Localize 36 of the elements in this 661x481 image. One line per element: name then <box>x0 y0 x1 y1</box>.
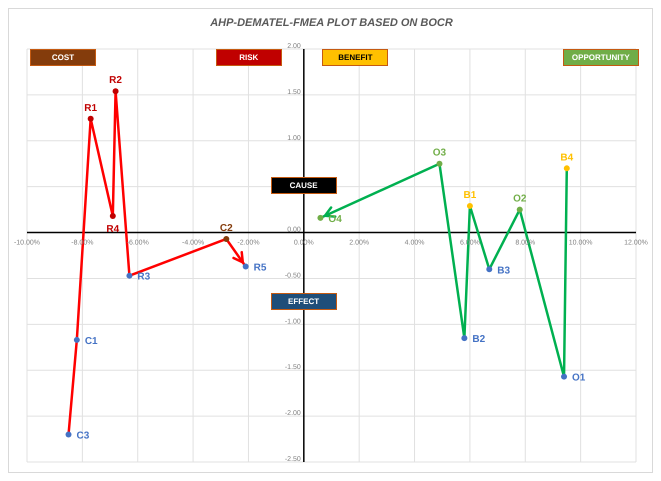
point <box>126 272 132 279</box>
point <box>223 236 230 242</box>
point <box>88 116 94 122</box>
annotation: R2 <box>109 75 122 86</box>
point <box>466 202 473 209</box>
label-box: COST <box>30 49 96 66</box>
annotation: B3 <box>497 265 511 276</box>
point <box>242 264 249 270</box>
label-box: EFFECT <box>270 292 337 310</box>
point <box>317 214 324 221</box>
annotation: O2 <box>513 194 527 205</box>
annotation: O1 <box>572 372 586 384</box>
annotation: R4 <box>106 224 120 236</box>
annotation: B1 <box>464 190 477 201</box>
annotation: B2 <box>472 334 486 346</box>
annotation: O3 <box>432 148 447 159</box>
point <box>564 165 570 172</box>
annotation: C1 <box>84 336 98 347</box>
annotation: O4 <box>328 214 342 225</box>
label-box: CAUSE <box>270 177 337 194</box>
chart-title: AHP-DEMATEL-FMEA PLOT BASED ON BOCR <box>209 17 454 29</box>
label-box: RISK <box>216 49 282 66</box>
point <box>110 213 116 220</box>
annotation: C2 <box>220 222 234 234</box>
point <box>436 160 442 167</box>
point <box>516 206 523 213</box>
point <box>74 336 80 343</box>
label-box: OPPORTUNITY <box>562 49 639 66</box>
annotation: R5 <box>254 262 267 274</box>
annotation: R1 <box>84 102 98 114</box>
annotation: B4 <box>560 152 574 164</box>
label-box: BENEFIT <box>322 49 388 66</box>
annotation: C3 <box>76 430 90 442</box>
annotation: R3 <box>137 272 151 283</box>
point <box>112 88 119 94</box>
point <box>66 431 72 438</box>
